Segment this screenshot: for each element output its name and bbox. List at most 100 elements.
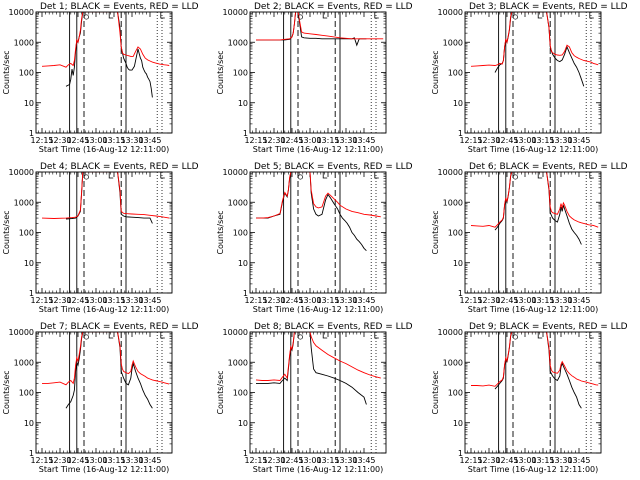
series-line-lld bbox=[470, 12, 599, 67]
chart-panel-7: Det 7; BLACK = Events, RED = LLD Counts/s… bbox=[2, 322, 199, 474]
x-tick-label: 12:45 bbox=[66, 456, 89, 465]
x-tick-label: 13:00 bbox=[513, 136, 536, 145]
chart-panel-3: Det 3; BLACK = Events, RED = LLD Counts/s… bbox=[431, 2, 628, 154]
x-tick-label: 13:00 bbox=[84, 136, 107, 145]
y-tick-label: 1000 bbox=[14, 198, 34, 207]
x-axis-label: Start Time (16-Aug-12 12:11:00) bbox=[468, 305, 599, 314]
plot-frame bbox=[35, 11, 173, 134]
x-tick-label: 13:45 bbox=[352, 296, 375, 305]
x-tick-label: 13:15 bbox=[531, 456, 554, 465]
y-tick-label: 10000 bbox=[438, 328, 463, 337]
x-tick-label: 12:45 bbox=[280, 296, 303, 305]
x-tick-label: 13:30 bbox=[334, 136, 357, 145]
x-tick-label: 13:30 bbox=[334, 456, 357, 465]
y-tick-label: 1000 bbox=[14, 38, 34, 47]
x-axis-label: Start Time (16-Aug-12 12:11:00) bbox=[468, 145, 599, 154]
x-tick-label: 13:15 bbox=[531, 296, 554, 305]
corner-marker bbox=[537, 12, 543, 19]
x-tick-label: 13:00 bbox=[513, 456, 536, 465]
y-tick-label: 10 bbox=[238, 99, 248, 108]
y-tick-label: 1 bbox=[29, 289, 34, 298]
x-tick-label: 12:30 bbox=[262, 136, 285, 145]
y-tick-label: 100 bbox=[19, 389, 34, 398]
circle-marker bbox=[297, 14, 303, 20]
corner-marker bbox=[374, 172, 379, 179]
plot-frame bbox=[464, 331, 602, 454]
y-tick-label: 10000 bbox=[223, 168, 248, 177]
y-tick-label: 1 bbox=[29, 449, 34, 458]
y-axis-label: Counts/sec bbox=[216, 50, 225, 94]
x-tick-label: 13:15 bbox=[316, 296, 339, 305]
corner-marker bbox=[537, 332, 543, 339]
chart-title: Det 8; BLACK = Events, RED = LLD bbox=[254, 322, 413, 332]
x-tick-label: 13:45 bbox=[138, 456, 161, 465]
x-tick-label: 13:30 bbox=[120, 136, 143, 145]
x-tick-label: 13:45 bbox=[138, 136, 161, 145]
circle-marker bbox=[83, 334, 89, 340]
corner-marker bbox=[589, 172, 594, 179]
series-line-lld bbox=[256, 12, 384, 41]
y-axis-label: Counts/sec bbox=[431, 370, 440, 414]
y-tick-label: 10 bbox=[238, 419, 248, 428]
x-tick-label: 13:45 bbox=[352, 456, 375, 465]
x-tick-label: 13:00 bbox=[513, 296, 536, 305]
chart-title: Det 2; BLACK = Events, RED = LLD bbox=[254, 2, 413, 12]
chart-title: Det 7; BLACK = Events, RED = LLD bbox=[40, 322, 199, 332]
x-tick-label: 13:15 bbox=[316, 136, 339, 145]
series-line-lld bbox=[42, 332, 170, 386]
circle-marker bbox=[297, 334, 303, 340]
x-tick-label: 13:00 bbox=[84, 456, 107, 465]
chart-panel-4: Det 4; BLACK = Events, RED = LLD Counts/s… bbox=[2, 162, 199, 314]
x-tick-label: 12:30 bbox=[477, 296, 500, 305]
y-tick-label: 10 bbox=[453, 259, 463, 268]
corner-marker bbox=[108, 172, 114, 179]
corner-marker bbox=[322, 172, 328, 179]
y-tick-label: 1 bbox=[243, 289, 248, 298]
y-tick-label: 1000 bbox=[443, 358, 463, 367]
y-tick-label: 1000 bbox=[228, 198, 248, 207]
corner-marker bbox=[374, 332, 379, 339]
plot-frame bbox=[464, 171, 602, 294]
x-tick-label: 12:15 bbox=[244, 296, 267, 305]
circle-marker bbox=[297, 174, 303, 180]
x-tick-label: 13:00 bbox=[298, 296, 321, 305]
plot-frame bbox=[464, 11, 602, 134]
x-tick-label: 12:45 bbox=[495, 456, 518, 465]
y-tick-label: 10 bbox=[24, 259, 34, 268]
x-tick-label: 12:45 bbox=[66, 136, 89, 145]
corner-marker bbox=[537, 172, 543, 179]
x-tick-label: 13:15 bbox=[102, 136, 125, 145]
x-tick-label: 13:45 bbox=[567, 296, 590, 305]
series-line-events bbox=[65, 12, 153, 98]
x-tick-label: 13:30 bbox=[549, 296, 572, 305]
x-tick-label: 12:30 bbox=[48, 456, 71, 465]
chart-panel-1: Det 1; BLACK = Events, RED = LLD Counts/s… bbox=[2, 2, 199, 154]
circle-marker bbox=[512, 14, 518, 20]
y-tick-label: 10000 bbox=[438, 168, 463, 177]
series-line-lld bbox=[41, 12, 170, 68]
y-tick-label: 1000 bbox=[443, 38, 463, 47]
x-axis-label: Start Time (16-Aug-12 12:11:00) bbox=[253, 465, 384, 474]
series-line-events bbox=[494, 172, 582, 245]
x-tick-label: 12:45 bbox=[66, 296, 89, 305]
y-tick-label: 1000 bbox=[228, 358, 248, 367]
chart-title: Det 5; BLACK = Events, RED = LLD bbox=[254, 162, 413, 172]
plot-frame bbox=[35, 171, 173, 294]
x-tick-label: 12:15 bbox=[459, 296, 482, 305]
x-tick-label: 13:30 bbox=[549, 456, 572, 465]
y-tick-label: 100 bbox=[233, 389, 248, 398]
y-axis-label: Counts/sec bbox=[216, 370, 225, 414]
chart-panel-2: Det 2; BLACK = Events, RED = LLD Counts/s… bbox=[216, 2, 413, 154]
x-tick-label: 13:45 bbox=[567, 136, 590, 145]
y-tick-label: 10 bbox=[453, 99, 463, 108]
x-axis-label: Start Time (16-Aug-12 12:11:00) bbox=[39, 305, 170, 314]
y-tick-label: 1 bbox=[243, 129, 248, 138]
plot-frame bbox=[35, 331, 173, 454]
y-tick-label: 10 bbox=[24, 419, 34, 428]
y-axis-label: Counts/sec bbox=[431, 210, 440, 254]
corner-marker bbox=[160, 12, 165, 19]
y-tick-label: 10000 bbox=[9, 168, 34, 177]
chart-panel-9: Det 9; BLACK = Events, RED = LLD Counts/s… bbox=[431, 322, 628, 474]
y-tick-label: 1000 bbox=[228, 38, 248, 47]
